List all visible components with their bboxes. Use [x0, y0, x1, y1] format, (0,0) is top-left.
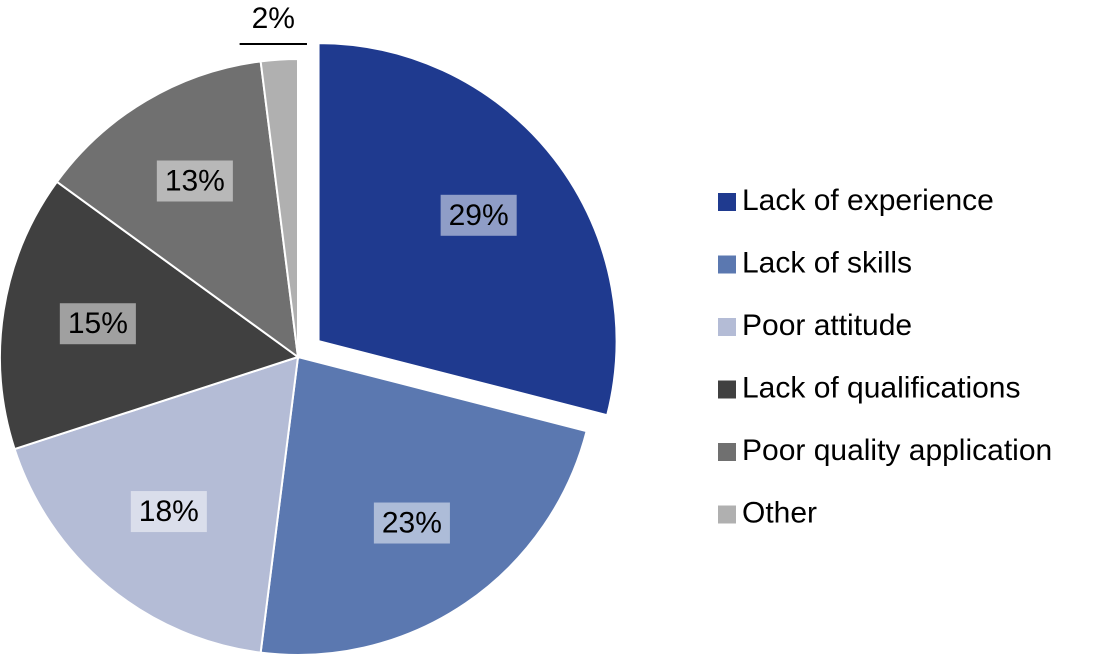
- data-label-box: [156, 160, 233, 202]
- legend-swatch: [718, 505, 736, 524]
- legend-label: Lack of experience: [742, 184, 994, 217]
- data-label-group: 13%: [156, 160, 233, 202]
- legend-swatch: [718, 380, 736, 399]
- data-label-group: 18%: [130, 491, 207, 533]
- legend-swatch: [718, 255, 736, 274]
- data-label-box: [59, 303, 136, 345]
- data-label-box: [130, 491, 207, 533]
- data-label: 29%: [449, 199, 509, 232]
- data-label: 18%: [139, 495, 199, 528]
- legend-swatch: [718, 193, 736, 211]
- pie-slice: [0, 180, 301, 451]
- data-label-box: [373, 502, 450, 544]
- legend-label: Lack of qualifications: [742, 371, 1021, 404]
- data-label: 13%: [165, 165, 225, 198]
- data-label: 15%: [68, 307, 128, 340]
- legend-swatch: [718, 318, 736, 336]
- legend-label: Poor quality application: [742, 434, 1052, 467]
- data-label: 2%: [252, 2, 295, 35]
- legend-label: Other: [742, 496, 817, 529]
- data-label: 23%: [382, 507, 442, 540]
- pie-slice: [259, 57, 299, 358]
- legend-swatch: [718, 443, 736, 461]
- data-label-box: [440, 194, 517, 236]
- data-label-group: 23%: [373, 502, 450, 544]
- legend-label: Poor attitude: [742, 309, 912, 342]
- pie-slice: [55, 60, 300, 360]
- legend-label: Lack of skills: [742, 246, 912, 279]
- data-label-group: 29%: [440, 194, 517, 236]
- data-label-group: 15%: [59, 303, 136, 345]
